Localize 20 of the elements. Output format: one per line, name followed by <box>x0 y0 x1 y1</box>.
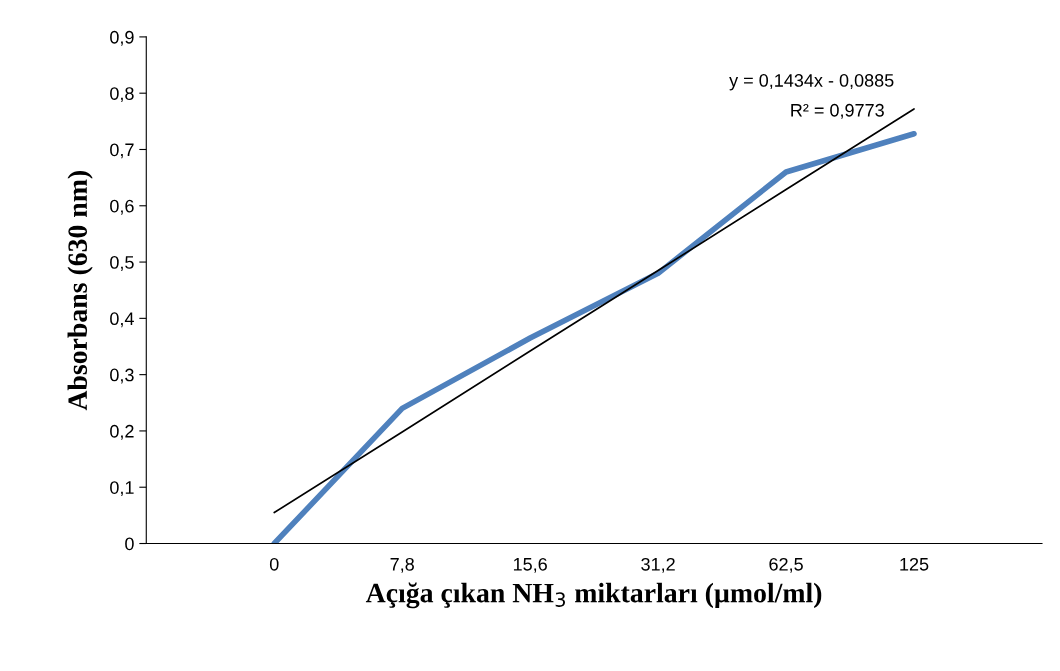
x-tick-label: 7,8 <box>390 557 414 573</box>
y-tick-label: 0,6 <box>110 199 134 215</box>
x-tick-label: 15,6 <box>513 557 547 573</box>
x-tick-label: 0 <box>269 557 279 571</box>
y-tick-label: 0,2 <box>110 424 134 440</box>
x-tick-label: 125 <box>900 557 929 571</box>
x-tick-label: 62,5 <box>769 557 803 573</box>
x-tick-label: 31,2 <box>641 557 675 573</box>
y-tick-label: 0,7 <box>110 143 134 159</box>
y-tick-label: 0,4 <box>110 312 134 328</box>
y-tick-label: 0,5 <box>110 256 134 271</box>
annotation: R² = 0,9773 <box>791 103 884 119</box>
y-tick-label: 0,9 <box>110 30 134 46</box>
x-axis-title: Açığa çıkan NH$_{3}$ miktarları (µmol/ml) <box>365 582 822 609</box>
y-tick-label: 0 <box>125 537 134 551</box>
y-tick-label: 0,3 <box>110 368 134 384</box>
y-tick-label: 0,1 <box>110 481 134 497</box>
y-tick-label: 0,8 <box>110 87 134 103</box>
annotation: y = 0,1434x - 0,0885 <box>729 74 894 91</box>
y-axis-title: Absorbans (630 nm) <box>67 171 93 411</box>
